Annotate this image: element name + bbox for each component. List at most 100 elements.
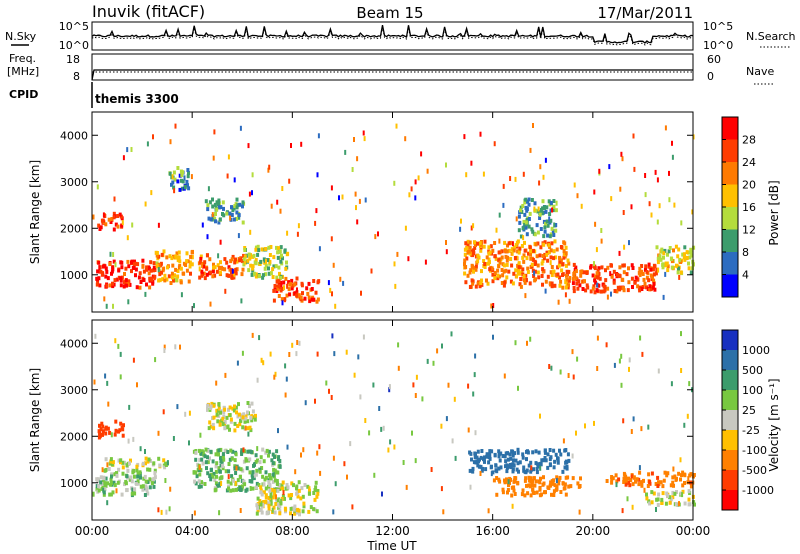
power-cell-1-78 xyxy=(189,254,193,259)
velocity-scatter-42 xyxy=(572,374,575,380)
power-cell-9-70 xyxy=(582,270,586,275)
velocity-cell-0-40 xyxy=(146,480,150,484)
power-cell-1-66 xyxy=(189,271,192,276)
velocity-cell-3-138 xyxy=(204,460,208,465)
power-cell-10-3 xyxy=(666,252,669,257)
power-cell-0-29 xyxy=(119,260,123,265)
ytick-label-0: 1000 xyxy=(60,477,88,490)
power-cell-1-39 xyxy=(185,268,189,273)
velocity-scatter-164 xyxy=(139,446,142,452)
power-scatter-181 xyxy=(279,208,282,214)
power-cell-11-29 xyxy=(528,211,532,216)
power-cell-8-77 xyxy=(515,240,519,245)
power-cell-8-196 xyxy=(532,274,536,278)
velocity-cell-3-81 xyxy=(198,472,202,477)
velocity-cell-6-81 xyxy=(553,459,557,464)
freq-trace xyxy=(91,69,693,81)
velocity-cell-6-17 xyxy=(546,452,550,457)
power-cell-0-83 xyxy=(134,273,137,278)
velocity-cell-3-37 xyxy=(261,474,265,479)
velocity-cell-5-77 xyxy=(262,482,266,487)
power-cell-5-87 xyxy=(279,259,283,264)
power-cell-9-77 xyxy=(652,282,656,286)
power-cell-1-59 xyxy=(162,266,166,271)
velocity-cell-3-121 xyxy=(217,448,221,453)
power-scatter-21 xyxy=(656,219,659,225)
power-cell-9-43 xyxy=(612,278,616,283)
power-cell-3-38 xyxy=(200,273,204,278)
power-cell-11-39 xyxy=(548,234,552,239)
velocity-cell-5-121 xyxy=(259,502,263,507)
velocity-cell-2-14 xyxy=(158,463,162,468)
power-cell-8-302 xyxy=(566,258,570,263)
power-cell-1-54 xyxy=(161,277,165,282)
velocity-cell-2-7 xyxy=(122,460,126,465)
power-cell-10-59 xyxy=(679,270,683,275)
power-cell-1-52 xyxy=(171,263,175,268)
power-cell-0-84 xyxy=(135,285,139,290)
velocity-cell-5-123 xyxy=(267,503,271,508)
power-cell-0-59 xyxy=(100,272,104,277)
power-cell-0-95 xyxy=(125,283,129,288)
power-scatter-2 xyxy=(213,129,216,135)
power-cell-9-144 xyxy=(602,284,606,289)
velocity-cell-8-36 xyxy=(683,472,687,477)
power-cell-9-134 xyxy=(651,285,655,290)
power-cell-8-301 xyxy=(480,278,483,283)
noise-sky-trace xyxy=(91,24,694,44)
power-scatter-213 xyxy=(668,170,670,176)
power-scatter-61 xyxy=(356,156,359,162)
power-cell-3-46 xyxy=(223,257,227,262)
velocity-cell-4-73 xyxy=(228,413,232,418)
power-scatter-206 xyxy=(654,169,657,175)
power-cell-8-262 xyxy=(506,255,510,260)
power-cell-9-33 xyxy=(589,289,593,294)
power-cell-4-53 xyxy=(222,213,226,218)
power-scatter-90 xyxy=(632,133,635,139)
velocity-cell-8-28 xyxy=(659,480,663,485)
velocity-cell-6-147 xyxy=(482,457,485,461)
velocity-cell-3-175 xyxy=(217,483,221,488)
power-scatter-138 xyxy=(130,147,133,152)
power-cell-9-146 xyxy=(647,262,651,267)
power-cell-3-44 xyxy=(198,260,202,265)
power-scatter-121 xyxy=(420,151,423,157)
power-cell-5-51 xyxy=(271,267,275,272)
power-cell-7-12 xyxy=(186,174,190,179)
velocity-cell-6-49 xyxy=(473,455,477,460)
velocity-scatter-119 xyxy=(119,351,122,357)
power-cell-6-57 xyxy=(297,293,301,298)
power-cell-9-140 xyxy=(572,289,576,294)
velocity-cell-7-82 xyxy=(532,476,536,481)
velocity-cell-3-177 xyxy=(234,487,238,492)
power-cell-5-48 xyxy=(269,271,273,276)
velocity-cell-3-91 xyxy=(234,471,238,475)
velocity-cell-6-104 xyxy=(485,452,489,457)
velocity-cell-7-65 xyxy=(555,487,559,492)
power-cell-11-74 xyxy=(524,205,528,210)
power-cbar-swatch-7 xyxy=(722,274,738,298)
velocity-cell-0-50 xyxy=(138,470,142,475)
velocity-scatter-122 xyxy=(351,504,354,510)
velocity-cell-6-106 xyxy=(540,458,544,463)
velocity-scatter-65 xyxy=(447,382,450,388)
power-scatter-9 xyxy=(153,275,156,281)
velocity-cell-7-80 xyxy=(552,489,556,494)
velocity-cell-8-39 xyxy=(638,470,642,475)
velocity-cell-5-76 xyxy=(287,493,291,498)
power-cell-10-2 xyxy=(666,264,670,269)
power-cell-8-314 xyxy=(556,272,560,277)
power-cell-8-303 xyxy=(534,260,538,265)
power-cell-6-29 xyxy=(282,280,286,285)
velocity-cell-3-232 xyxy=(262,459,266,464)
power-scatter-142 xyxy=(644,192,647,198)
velocity-cell-3-42 xyxy=(199,484,203,489)
velocity-cell-4-43 xyxy=(250,418,254,423)
power-scatter-10 xyxy=(281,186,284,191)
velocity-scatter-14 xyxy=(453,396,456,402)
power-cell-8-198 xyxy=(549,270,553,275)
velocity-cell-6-45 xyxy=(534,461,538,466)
velocity-scatter-155 xyxy=(256,446,259,452)
power-cell-3-32 xyxy=(240,272,244,277)
